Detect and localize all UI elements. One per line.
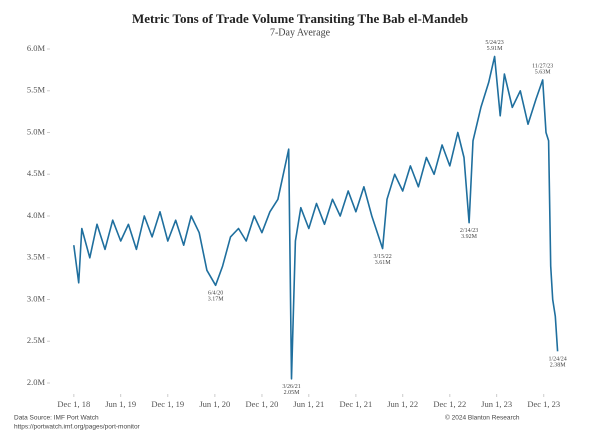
y-tick-label: 3.5M [27, 252, 46, 262]
x-tick-label: Jun 1, 22 [387, 399, 418, 409]
annotation-date: 3/15/22 [373, 254, 391, 260]
annotation-value: 3.92M [461, 234, 478, 240]
annotation-date: 1/24/24 [548, 357, 566, 363]
y-tick-label: 2.5M [27, 335, 46, 345]
chart-subtitle: 7-Day Average [270, 27, 331, 38]
x-tick-label: Dec 1, 20 [246, 399, 279, 409]
y-tick-label: 6.0M [27, 43, 46, 53]
x-tick-label: Jun 1, 21 [293, 399, 324, 409]
annotation-value: 3.61M [375, 260, 392, 266]
x-tick-label: Jun 1, 20 [199, 399, 230, 409]
annotation-value: 5.91M [487, 46, 504, 52]
x-tick-label: Jun 1, 23 [481, 399, 512, 409]
y-tick-label: 2.0M [27, 377, 46, 387]
x-tick-label: Dec 1, 22 [433, 399, 466, 409]
annotation-date: 5/24/23 [485, 40, 503, 46]
y-tick-label: 5.0M [27, 126, 46, 136]
annotation-value: 3.17M [208, 297, 225, 303]
y-tick-label: 5.5M [27, 85, 46, 95]
annotation-date: 11/27/23 [532, 63, 553, 69]
y-tick-label: 3.0M [27, 293, 46, 303]
annotation-value: 2.38M [550, 363, 567, 369]
chart-title: Metric Tons of Trade Volume Transiting T… [132, 11, 468, 26]
annotation-date: 6/4/20 [208, 291, 223, 297]
x-tick-label: Dec 1, 21 [339, 399, 372, 409]
series-line [73, 55, 559, 380]
source: Data Source: IMF Port Watch [14, 415, 99, 422]
copyright: © 2024 Blanton Research [445, 414, 520, 422]
x-tick-label: Dec 1, 23 [527, 399, 560, 409]
y-tick-label: 4.5M [27, 168, 46, 178]
y-tick-label: 4.0M [27, 210, 46, 220]
x-tick-label: Dec 1, 18 [57, 399, 90, 409]
x-tick-label: Jun 1, 19 [105, 399, 136, 409]
annotation-date: 2/14/23 [460, 228, 478, 234]
annotation-value: 2.05M [284, 390, 301, 396]
x-tick-label: Dec 1, 19 [151, 399, 184, 409]
annotation-value: 5.63M [535, 69, 552, 75]
annotation-date: 3/26/21 [282, 384, 300, 390]
source-url: https://portwatch.imf.org/pages/port-mon… [14, 424, 141, 431]
